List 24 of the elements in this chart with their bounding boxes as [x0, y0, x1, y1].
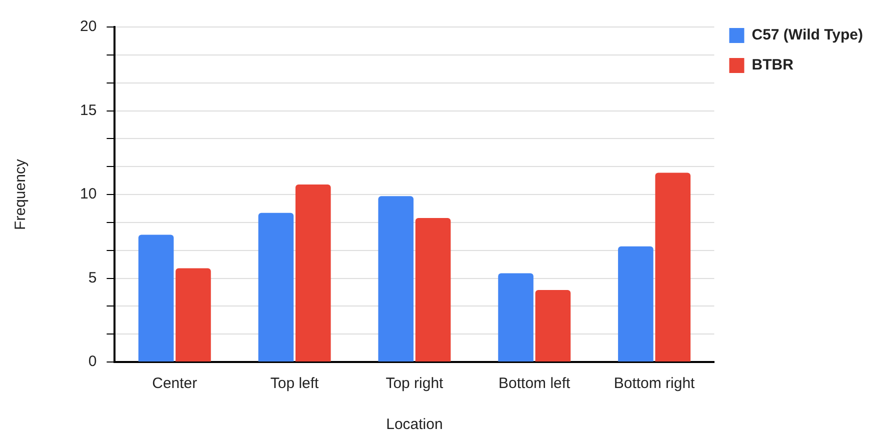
x-tick-label: Bottom right: [614, 375, 696, 392]
y-tick-label: 0: [88, 353, 97, 370]
x-axis-title: Location: [386, 416, 443, 434]
bar: [655, 172, 691, 362]
y-tick-label: 10: [80, 186, 97, 203]
bar: [138, 234, 174, 362]
x-tick-label: Top left: [270, 375, 320, 392]
y-tick-label: 5: [88, 269, 97, 286]
bar: [618, 246, 654, 362]
y-axis-title: Frequency: [12, 158, 30, 230]
bar: [498, 273, 534, 362]
bar: [415, 218, 451, 362]
x-tick-label: Bottom left: [498, 375, 572, 392]
x-tick-label: Top right: [386, 375, 444, 392]
y-tick-label: 20: [80, 18, 97, 36]
bar: [535, 290, 571, 362]
y-tick-label: 15: [80, 102, 97, 119]
bar: [295, 184, 331, 362]
bar: [258, 212, 294, 362]
bar: [378, 196, 414, 362]
legend-label: BTBR: [752, 56, 794, 74]
x-tick-label: Center: [152, 375, 198, 392]
bar: [176, 268, 211, 362]
legend-label: C57 (Wild Type): [752, 26, 864, 44]
